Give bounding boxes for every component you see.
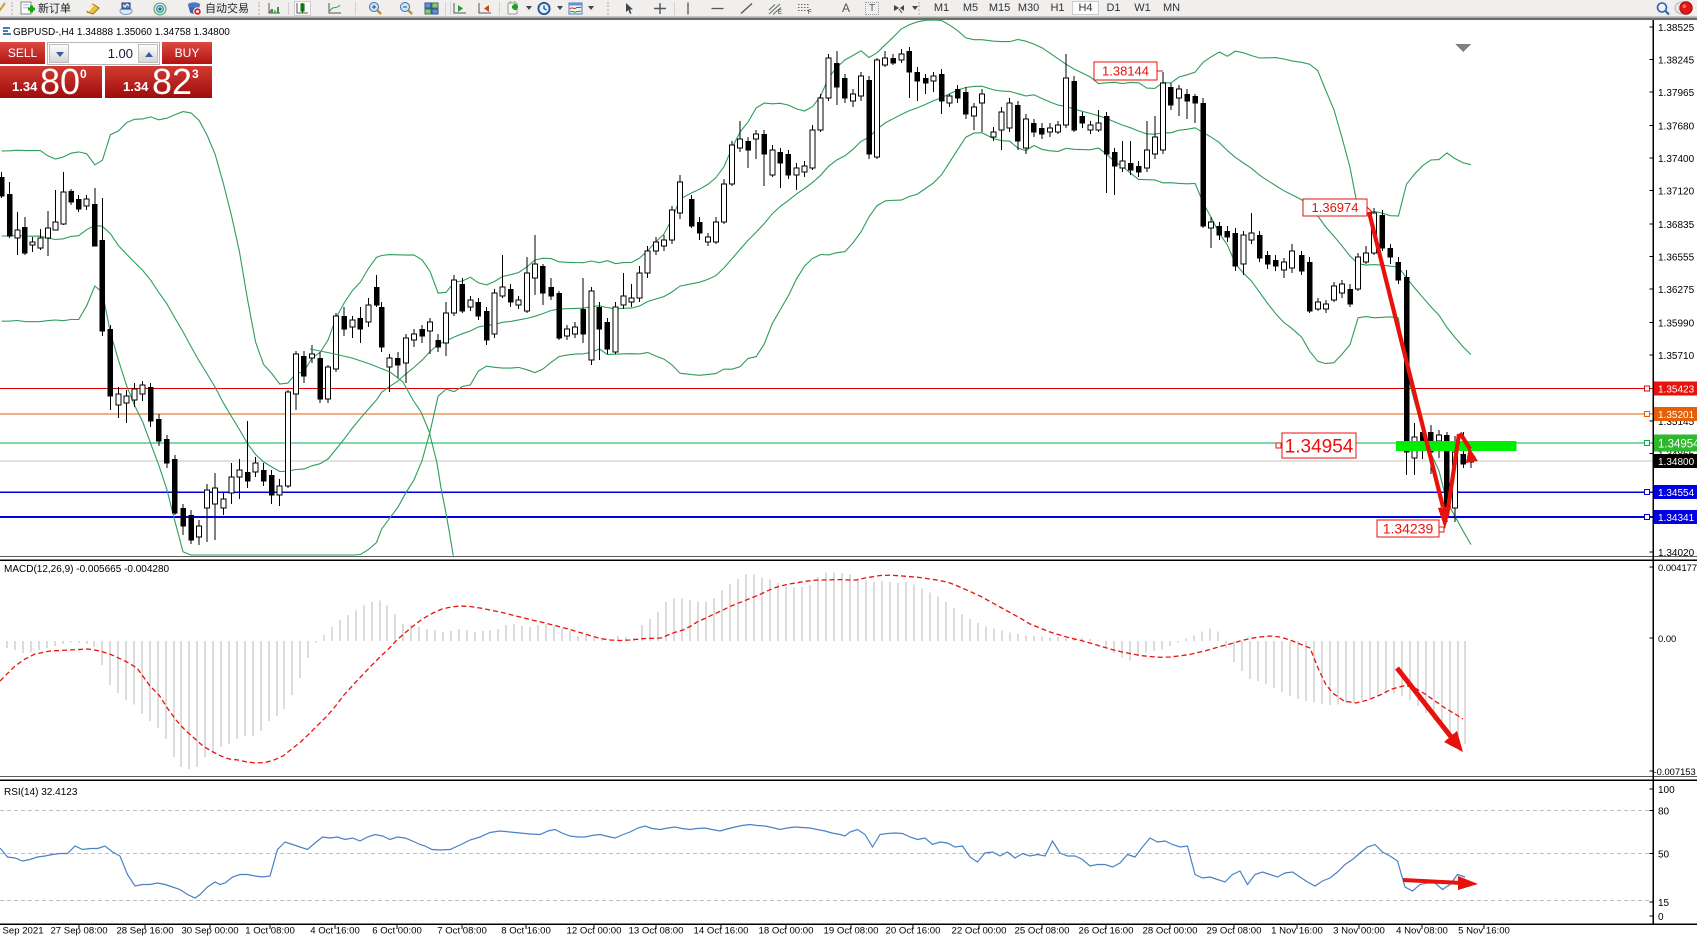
svg-text:3 Nov 00:00: 3 Nov 00:00 (1333, 926, 1385, 937)
svg-text:1.35145: 1.35145 (1658, 417, 1695, 428)
svg-text:1.37120: 1.37120 (1658, 187, 1695, 198)
svg-text:6 Oct 00:00: 6 Oct 00:00 (372, 926, 422, 937)
svg-text:15: 15 (1658, 898, 1670, 909)
svg-text:1.34341: 1.34341 (1658, 513, 1695, 524)
svg-text:1.38525: 1.38525 (1658, 23, 1695, 34)
svg-text:19 Oct 08:00: 19 Oct 08:00 (824, 926, 879, 937)
svg-text:1.35990: 1.35990 (1658, 318, 1695, 329)
svg-text:1.38144: 1.38144 (1102, 64, 1149, 79)
svg-text:50: 50 (1658, 850, 1670, 861)
svg-text:14 Oct 16:00: 14 Oct 16:00 (694, 926, 749, 937)
svg-text:1.34954: 1.34954 (1658, 439, 1697, 451)
svg-text:22 Oct 00:00: 22 Oct 00:00 (952, 926, 1007, 937)
svg-text:100: 100 (1658, 785, 1675, 796)
svg-text:1.36555: 1.36555 (1658, 253, 1695, 264)
svg-text:25 Oct 08:00: 25 Oct 08:00 (1015, 926, 1070, 937)
svg-text:7 Oct 08:00: 7 Oct 08:00 (437, 926, 487, 937)
svg-text:1.35710: 1.35710 (1658, 351, 1695, 362)
svg-text:28 Oct 00:00: 28 Oct 00:00 (1143, 926, 1198, 937)
svg-text:RSI(14) 32.4123: RSI(14) 32.4123 (4, 787, 78, 798)
svg-text:8 Oct 16:00: 8 Oct 16:00 (501, 926, 551, 937)
svg-text:1 Oct 08:00: 1 Oct 08:00 (245, 926, 295, 937)
svg-text:80: 80 (1658, 807, 1670, 818)
svg-text:1.34554: 1.34554 (1658, 488, 1695, 499)
svg-text:-0.007153: -0.007153 (1654, 766, 1696, 777)
svg-text:4 Oct 16:00: 4 Oct 16:00 (310, 926, 360, 937)
svg-text:13 Oct 08:00: 13 Oct 08:00 (629, 926, 684, 937)
svg-text:1.36974: 1.36974 (1312, 200, 1359, 215)
svg-text:1.36275: 1.36275 (1658, 285, 1695, 296)
svg-text:20 Oct 16:00: 20 Oct 16:00 (886, 926, 941, 937)
svg-text:MACD(12,26,9) -0.005665 -0.004: MACD(12,26,9) -0.005665 -0.004280 (4, 564, 170, 575)
svg-text:0.004177: 0.004177 (1658, 562, 1697, 573)
svg-text:1.34800: 1.34800 (1658, 457, 1695, 468)
svg-text:1.34020: 1.34020 (1658, 548, 1695, 559)
svg-text:0.00: 0.00 (1658, 633, 1676, 644)
svg-text:1 Nov 16:00: 1 Nov 16:00 (1271, 926, 1323, 937)
svg-text:E: E (778, 10, 782, 16)
svg-text:4 Nov 08:00: 4 Nov 08:00 (1396, 926, 1448, 937)
svg-text:27 Sep 08:00: 27 Sep 08:00 (50, 926, 107, 937)
svg-text:5 Nov 16:00: 5 Nov 16:00 (1458, 926, 1510, 937)
svg-text:0: 0 (1658, 912, 1664, 923)
svg-text:18 Oct 00:00: 18 Oct 00:00 (759, 926, 814, 937)
svg-text:1.37400: 1.37400 (1658, 154, 1695, 165)
svg-text:30 Sep 00:00: 30 Sep 00:00 (181, 926, 238, 937)
svg-text:1.34954: 1.34954 (1285, 436, 1354, 457)
svg-text:1.38245: 1.38245 (1658, 56, 1695, 67)
svg-text:1.35423: 1.35423 (1658, 384, 1695, 395)
svg-text:1.36835: 1.36835 (1658, 220, 1695, 231)
svg-text:F: F (808, 10, 812, 16)
svg-text:Sep 2021: Sep 2021 (2, 926, 43, 937)
svg-text:1.37965: 1.37965 (1658, 88, 1695, 99)
svg-text:1.34239: 1.34239 (1383, 521, 1434, 537)
svg-text:1.35201: 1.35201 (1658, 410, 1695, 421)
svg-text:GBPUSD-,H4 1.34888 1.35060 1.: GBPUSD-,H4 1.34888 1.35060 1.34758 1.348… (13, 27, 230, 38)
svg-text:12 Oct 00:00: 12 Oct 00:00 (567, 926, 622, 937)
svg-text:29 Oct 08:00: 29 Oct 08:00 (1207, 926, 1262, 937)
svg-text:1.37680: 1.37680 (1658, 121, 1695, 132)
svg-text:26 Oct 16:00: 26 Oct 16:00 (1079, 926, 1134, 937)
svg-text:28 Sep 16:00: 28 Sep 16:00 (116, 926, 173, 937)
